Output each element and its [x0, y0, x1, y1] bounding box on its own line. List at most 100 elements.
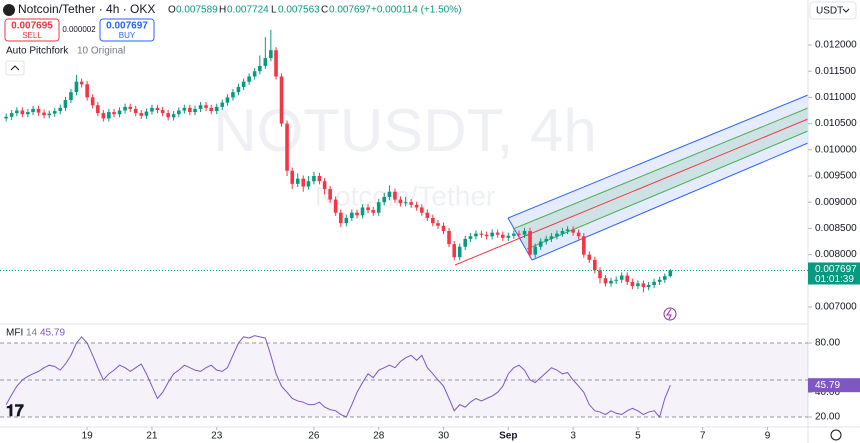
- collapse-button[interactable]: [5, 60, 25, 76]
- candle-body: [447, 231, 451, 245]
- candle-body: [565, 229, 570, 232]
- y-tick-label: 0.009500: [815, 171, 857, 182]
- candle-body: [452, 244, 457, 258]
- candle-body: [603, 278, 608, 284]
- mfi-value-label: 45.79: [815, 380, 840, 391]
- settings-icon[interactable]: [830, 429, 842, 441]
- candle-body: [522, 231, 527, 235]
- watermark-name: Notcoin/Tether: [315, 180, 496, 211]
- x-tick-label: 5: [635, 431, 641, 442]
- candle-body: [317, 176, 322, 182]
- buy-price: 0.007697: [106, 21, 148, 32]
- last-price: 0.007697: [815, 264, 857, 275]
- candle-body: [301, 178, 306, 187]
- mfi-title: MFI: [6, 328, 23, 339]
- candle-body: [463, 238, 468, 247]
- y-tick-label: 0.011000: [815, 92, 856, 103]
- candle-body: [258, 65, 262, 72]
- candle-body: [166, 113, 170, 118]
- candle-body: [576, 232, 581, 237]
- candle-body: [538, 241, 543, 247]
- indicator-name: Auto Pitchfork: [6, 46, 69, 57]
- candle-body: [609, 280, 613, 284]
- candle-body: [512, 233, 516, 236]
- y-tick-label: 40.00: [815, 387, 840, 398]
- candle-body: [117, 110, 122, 115]
- candle-body: [544, 238, 549, 242]
- candle-body: [668, 270, 673, 277]
- candle-body: [263, 58, 268, 66]
- change: +0.000114 (+1.50%): [371, 5, 461, 16]
- y-tick-label: 0.009000: [815, 197, 857, 208]
- candle-body: [598, 270, 602, 279]
- candle-body: [155, 107, 160, 110]
- candle-body: [220, 102, 225, 107]
- currency: USDT: [816, 6, 843, 17]
- candle-body: [555, 233, 559, 237]
- candle-body: [431, 217, 435, 224]
- y-tick-label: 0.010500: [815, 118, 857, 129]
- candle-body: [333, 199, 338, 213]
- candle-body: [646, 284, 651, 288]
- candle-body: [663, 276, 667, 280]
- candle-body: [182, 107, 187, 111]
- candle-body: [139, 113, 144, 116]
- candle-body: [441, 225, 446, 232]
- candle-body: [382, 196, 387, 203]
- candle-body: [241, 81, 246, 87]
- currency-select[interactable]: [809, 1, 857, 20]
- candle-body: [171, 114, 176, 118]
- candle-body: [107, 112, 111, 119]
- ohlc-value: 0.007563: [278, 5, 320, 16]
- candle-body: [112, 112, 116, 115]
- candle-body: [560, 231, 565, 234]
- candle-body: [387, 191, 392, 197]
- pitchfork-line: [507, 217, 533, 261]
- x-tick-label: 7: [700, 431, 706, 442]
- y-tick-label: 0.008000: [815, 249, 857, 260]
- watermark-symbol: NOTUSDT, 4h: [213, 97, 596, 164]
- ohlc-label: C: [321, 5, 328, 16]
- ohlc-label: L: [271, 5, 277, 16]
- candle-body: [74, 81, 79, 93]
- candle-body: [128, 106, 133, 109]
- candle-body: [571, 229, 575, 233]
- candle-body: [290, 170, 295, 184]
- candle-body: [474, 233, 478, 237]
- buy-button[interactable]: [99, 18, 155, 42]
- candle-body: [31, 108, 35, 113]
- candle-body: [20, 110, 25, 115]
- candle-body: [328, 189, 332, 200]
- candle-body: [63, 100, 68, 108]
- x-tick-label: 28: [373, 431, 385, 442]
- candle-body: [295, 178, 300, 184]
- candle-body: [279, 76, 284, 124]
- candle-body: [269, 50, 273, 59]
- candle-body: [344, 217, 349, 224]
- candle-body: [398, 199, 403, 204]
- candle-body: [15, 110, 19, 114]
- alert-icon[interactable]: [663, 307, 677, 321]
- candle-body: [214, 106, 219, 112]
- mfi-value-box: [808, 378, 860, 393]
- y-tick-label: 0.010000: [815, 144, 857, 155]
- candle-body: [96, 105, 100, 114]
- sell-button[interactable]: [4, 18, 60, 42]
- candle-body: [457, 246, 462, 258]
- candle-body: [69, 92, 73, 101]
- candle-body: [36, 108, 41, 113]
- mfi-line: [5, 335, 671, 419]
- y-tick-label: 0.007000: [815, 302, 857, 313]
- candle-body: [479, 233, 484, 235]
- candle-body: [636, 283, 640, 287]
- candle-body: [160, 109, 165, 114]
- candle-body: [360, 207, 365, 216]
- ohlc-value: 0.007589: [176, 5, 218, 16]
- candle-body: [285, 123, 289, 171]
- candle-body: [641, 283, 646, 288]
- y-tick-label: 0.011500: [815, 66, 856, 77]
- candle-body: [533, 246, 538, 255]
- candle-body: [582, 236, 586, 255]
